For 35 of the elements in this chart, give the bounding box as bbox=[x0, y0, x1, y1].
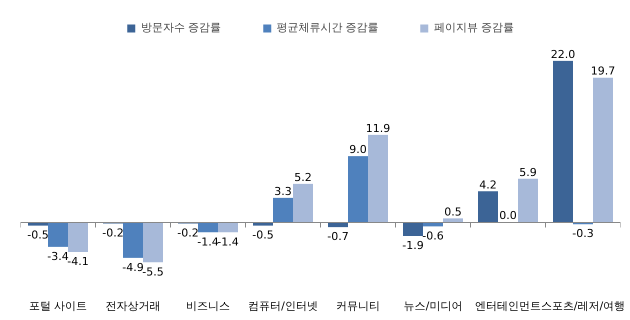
x-tick-label: 커뮤니티 bbox=[336, 300, 380, 312]
x-tick-label: 엔터테인먼트 bbox=[475, 300, 541, 312]
legend-label: 평균체류시간 증감률 bbox=[276, 20, 379, 35]
x-tick-label: 컴퓨터/인터넷 bbox=[248, 300, 318, 312]
data-label: -4.1 bbox=[67, 255, 89, 268]
x-tick-label: 전자상거래 bbox=[106, 300, 160, 312]
x-tick-label: 뉴스/미디어 bbox=[404, 300, 462, 312]
data-label: -3.4 bbox=[47, 250, 69, 263]
data-label: 0.5 bbox=[444, 205, 462, 218]
data-label: -5.5 bbox=[142, 265, 164, 278]
data-label: 4.2 bbox=[479, 178, 497, 192]
data-label: 0.0 bbox=[499, 209, 517, 222]
data-label: 3.3 bbox=[274, 184, 292, 198]
data-label: 9.0 bbox=[349, 143, 367, 156]
data-label: 19.7 bbox=[590, 64, 616, 78]
legend-label: 방문자수 증감률 bbox=[140, 20, 222, 35]
data-label: 5.2 bbox=[294, 170, 312, 184]
data-label: -0.7 bbox=[327, 230, 349, 244]
data-label: -1.4 bbox=[197, 235, 219, 248]
data-label: -0.3 bbox=[572, 227, 594, 240]
data-label: -1.9 bbox=[402, 238, 424, 252]
x-tick-label: 스포츠/레저/여행 bbox=[540, 300, 626, 312]
data-label: -0.5 bbox=[27, 228, 49, 242]
legend-label: 페이지뷰 증감률 bbox=[434, 20, 514, 35]
data-label: -0.6 bbox=[422, 229, 444, 242]
data-label: -1.4 bbox=[217, 235, 239, 248]
x-tick-label: 포털 사이트 bbox=[28, 300, 88, 312]
data-label: -0.2 bbox=[177, 226, 199, 240]
data-label: -4.9 bbox=[122, 260, 144, 274]
data-label: 11.9 bbox=[366, 122, 390, 135]
data-label: 5.9 bbox=[519, 166, 537, 179]
data-label: 22.0 bbox=[550, 48, 576, 61]
data-label: -0.5 bbox=[252, 228, 274, 242]
x-tick-label: 비즈니스 bbox=[186, 300, 230, 312]
data-label: -0.2 bbox=[102, 226, 124, 240]
